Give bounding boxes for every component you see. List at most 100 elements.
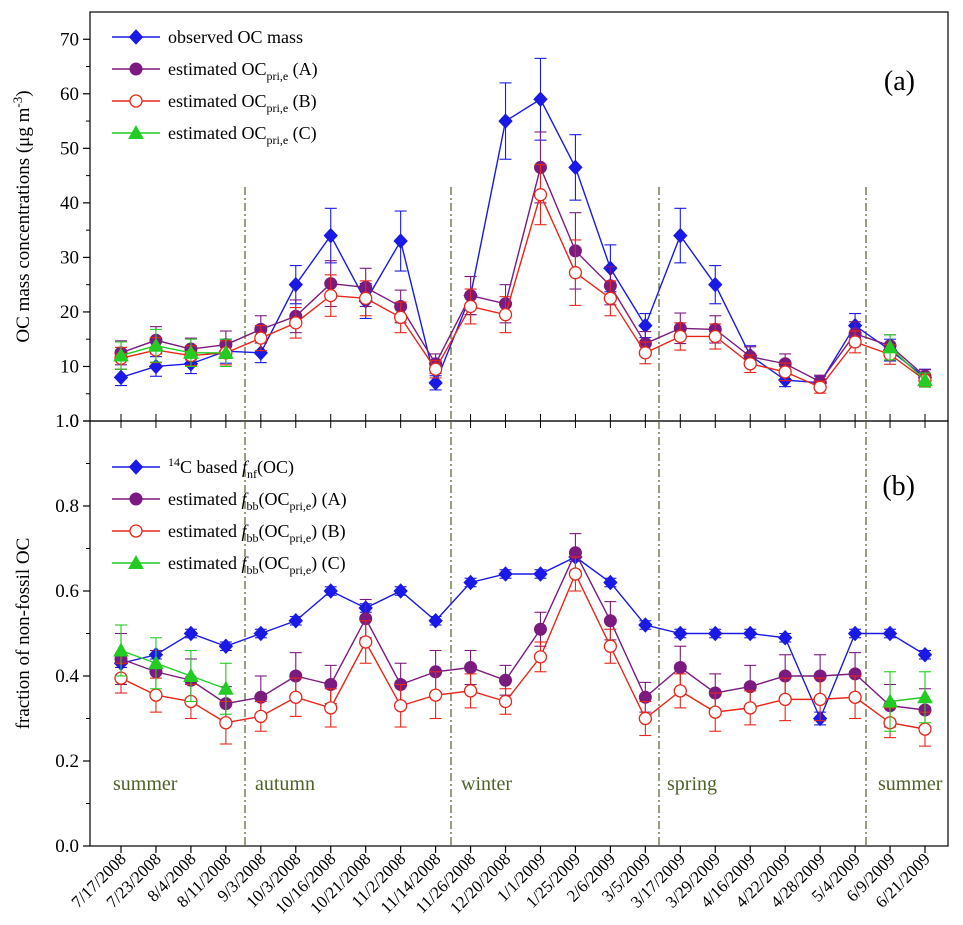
data-point	[254, 709, 268, 724]
season-label: summer	[113, 773, 178, 795]
legend-text-part: (B)	[288, 91, 317, 112]
series-line	[120, 649, 227, 690]
data-point	[882, 339, 898, 354]
data-point	[848, 335, 862, 349]
legend-entry: 14C based fnf(OC)	[168, 455, 294, 481]
y-axis-title: OC mass concentrations (μg m-3)	[10, 90, 34, 342]
panel-b: 0.0 0.2 0.4 0.6 0.8 1.0 fraction of non-fossil…	[13, 411, 949, 857]
y-tick-label: 10	[60, 356, 79, 377]
data-point	[882, 693, 898, 708]
legend-text-part: estimated OC	[168, 59, 266, 79]
series-line	[120, 192, 926, 389]
y-tick-label: 20	[60, 302, 79, 323]
data-point	[918, 722, 932, 736]
legend-text-part: ) (C)	[311, 553, 346, 574]
series-line	[120, 345, 226, 357]
data-point	[603, 639, 618, 653]
data-point	[813, 692, 827, 707]
data-point	[708, 705, 722, 719]
series-B	[114, 164, 932, 394]
data-point	[603, 614, 617, 628]
legend-sub: nf	[247, 467, 257, 481]
legend-marker	[128, 29, 144, 45]
data-point	[323, 583, 338, 599]
legend-entry: estimated fbb(OCpri,e) (A)	[168, 489, 347, 513]
y-axis-title-text: OC mass concentrations (μg m	[13, 107, 34, 342]
series-line	[120, 572, 926, 730]
data-point	[428, 613, 443, 629]
legend-marker	[129, 524, 143, 538]
legend-sub: pri,e	[290, 531, 312, 545]
panel-label: (b)	[882, 471, 915, 502]
series-A	[114, 533, 932, 732]
legend-text-part: (C)	[288, 123, 317, 144]
season-label: winter	[461, 773, 512, 795]
data-point	[638, 317, 653, 334]
legend-marker	[128, 459, 144, 475]
legend-entry: estimated fbb(OCpri,e) (B)	[168, 521, 346, 545]
legend-italic: f	[241, 521, 249, 541]
legend-sup: 14	[168, 455, 180, 469]
data-point	[498, 113, 513, 129]
legend-text-part: (OC	[259, 489, 290, 510]
legend-text-part: estimated	[168, 521, 241, 541]
data-point	[218, 344, 234, 359]
data-point	[219, 716, 233, 730]
data-point	[533, 650, 548, 664]
series-A	[114, 131, 932, 389]
data-point	[498, 308, 513, 322]
legend-text-part: estimated	[168, 553, 241, 573]
y-tick-label: 0.4	[55, 666, 79, 687]
data-point	[847, 625, 863, 642]
data-point	[777, 630, 793, 646]
series-line	[120, 551, 926, 711]
y-axis-title: fraction of non-fossil OC	[13, 538, 34, 730]
data-point	[533, 188, 548, 202]
data-point	[113, 347, 129, 362]
data-point	[498, 566, 513, 582]
data-point	[324, 701, 338, 715]
data-point	[463, 574, 478, 591]
data-point	[359, 635, 373, 649]
data-point	[848, 690, 862, 704]
data-point	[568, 567, 583, 581]
data-point	[499, 673, 513, 687]
legend-entry: estimated OCpri,e (C)	[168, 123, 317, 147]
data-point	[882, 625, 898, 642]
y-axis-title-sup: -3	[10, 97, 25, 108]
data-point	[708, 276, 723, 293]
y-tick-label: 0.0	[55, 836, 79, 857]
data-point	[673, 625, 688, 642]
data-point	[428, 375, 443, 391]
legend-text-part: estimated	[168, 489, 241, 509]
data-point	[393, 233, 408, 249]
data-point	[673, 329, 687, 344]
data-point	[743, 357, 757, 371]
data-point	[708, 625, 723, 642]
data-point	[813, 380, 827, 394]
y-tick-label: 1.0	[55, 411, 79, 432]
data-point	[743, 625, 758, 642]
y-tick-label: 70	[60, 29, 79, 50]
y-tick-label: 40	[60, 193, 79, 214]
legend-sub: bb	[247, 499, 259, 513]
data-point	[428, 362, 443, 376]
data-point	[394, 310, 408, 325]
legend-text-part: (OC	[259, 553, 290, 574]
legend-text-part: (OC)	[257, 457, 294, 478]
data-point	[394, 699, 408, 713]
season-label: summer	[878, 773, 943, 795]
y-tick-label: 30	[60, 247, 79, 268]
data-point	[708, 329, 722, 344]
data-point	[568, 159, 583, 176]
legend-entry: estimated OCpri,e (B)	[168, 91, 317, 115]
season-label: spring	[667, 773, 717, 795]
data-point	[288, 276, 303, 293]
data-point	[568, 266, 583, 280]
data-point	[463, 299, 478, 314]
data-point	[218, 680, 234, 695]
data-point	[533, 91, 548, 107]
data-point	[498, 694, 513, 709]
panel-label: (a)	[884, 66, 915, 97]
